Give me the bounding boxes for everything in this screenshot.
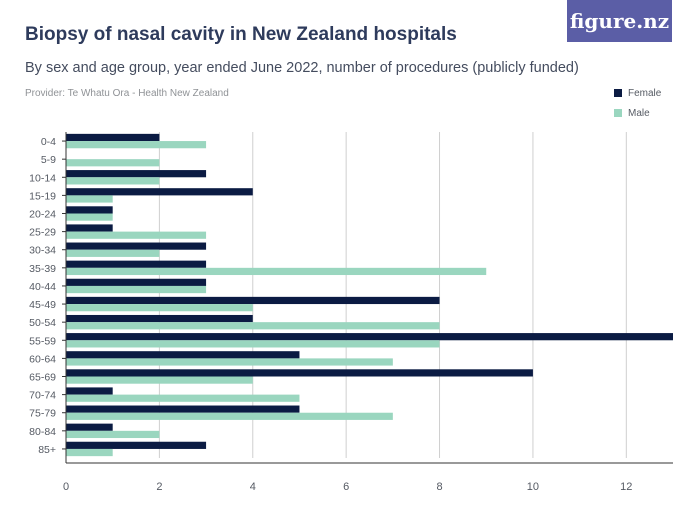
bar-male: [66, 340, 440, 348]
y-tick-label: 55-59: [29, 335, 56, 347]
x-tick-label: 10: [527, 481, 539, 493]
chart-title: Biopsy of nasal cavity in New Zealand ho…: [25, 24, 457, 45]
y-tick-label: 15-19: [29, 190, 56, 202]
y-tick-label: 60-64: [29, 353, 56, 365]
x-tick-label: 12: [620, 481, 632, 493]
legend-label-male: Male: [628, 107, 650, 119]
bar-male: [66, 249, 160, 257]
y-tick-label: 35-39: [29, 263, 56, 275]
bar-female: [66, 188, 253, 196]
bar-male: [66, 213, 113, 221]
bar-female: [66, 405, 300, 413]
bar-female: [66, 170, 207, 178]
bar-female: [66, 351, 300, 359]
legend-swatch-female: [614, 89, 622, 97]
y-tick-label: 30-34: [29, 245, 56, 257]
bar-male: [66, 177, 160, 185]
data-provider: Provider: Te Whatu Ora - Health New Zeal…: [25, 88, 229, 99]
bar-female: [66, 278, 207, 286]
bar-male: [66, 304, 253, 312]
y-tick-label: 45-49: [29, 299, 56, 311]
y-tick-label: 85+: [38, 444, 56, 456]
legend-label-female: Female: [628, 87, 662, 99]
bar-female: [66, 441, 207, 449]
y-tick-label: 80-84: [29, 426, 56, 438]
bar-male: [66, 267, 487, 276]
bar-female: [66, 314, 253, 323]
y-tick-label: 10-14: [29, 172, 56, 184]
x-tick-label: 6: [343, 481, 349, 493]
bar-male: [66, 430, 160, 439]
bar-female: [66, 423, 113, 431]
bar-female: [66, 206, 113, 214]
bar-female: [66, 260, 207, 268]
bar-female: [66, 133, 160, 142]
x-tick-label: 2: [156, 481, 162, 493]
legend-item-female: Female: [614, 85, 661, 101]
bar-male: [66, 412, 393, 420]
chart-subtitle: By sex and age group, year ended June 20…: [25, 60, 579, 76]
bar-female: [66, 224, 113, 232]
figure-nz-logo[interactable]: figure.nz: [567, 0, 672, 42]
bar-male: [66, 448, 113, 457]
bar-male: [66, 376, 253, 384]
legend-item-male: Male: [614, 105, 661, 121]
y-tick-label: 75-79: [29, 408, 56, 420]
x-tick-label: 4: [250, 481, 256, 493]
bar-female: [66, 369, 533, 377]
y-tick-label: 0-4: [41, 136, 56, 148]
bar-male: [66, 358, 393, 366]
bar-female: [66, 242, 207, 250]
x-tick-label: 0: [63, 481, 69, 493]
y-tick-label: 50-54: [29, 317, 56, 329]
bar-male: [66, 141, 207, 149]
legend-swatch-male: [614, 109, 622, 117]
bar-female: [66, 387, 113, 395]
y-tick-label: 25-29: [29, 227, 56, 239]
y-tick-label: 65-69: [29, 372, 56, 384]
chart-legend: Female Male: [614, 85, 661, 125]
bar-male: [66, 195, 113, 203]
y-tick-label: 20-24: [29, 209, 56, 221]
bar-male: [66, 322, 440, 330]
y-tick-label: 70-74: [29, 390, 56, 402]
bar-female: [66, 333, 673, 341]
bar-male: [66, 231, 207, 239]
bar-female: [66, 296, 440, 305]
bar-male: [66, 159, 160, 167]
bar-male: [66, 285, 207, 294]
y-tick-label: 5-9: [41, 154, 56, 166]
bar-male: [66, 394, 300, 402]
y-tick-label: 40-44: [29, 281, 56, 293]
x-tick-label: 8: [436, 481, 442, 493]
